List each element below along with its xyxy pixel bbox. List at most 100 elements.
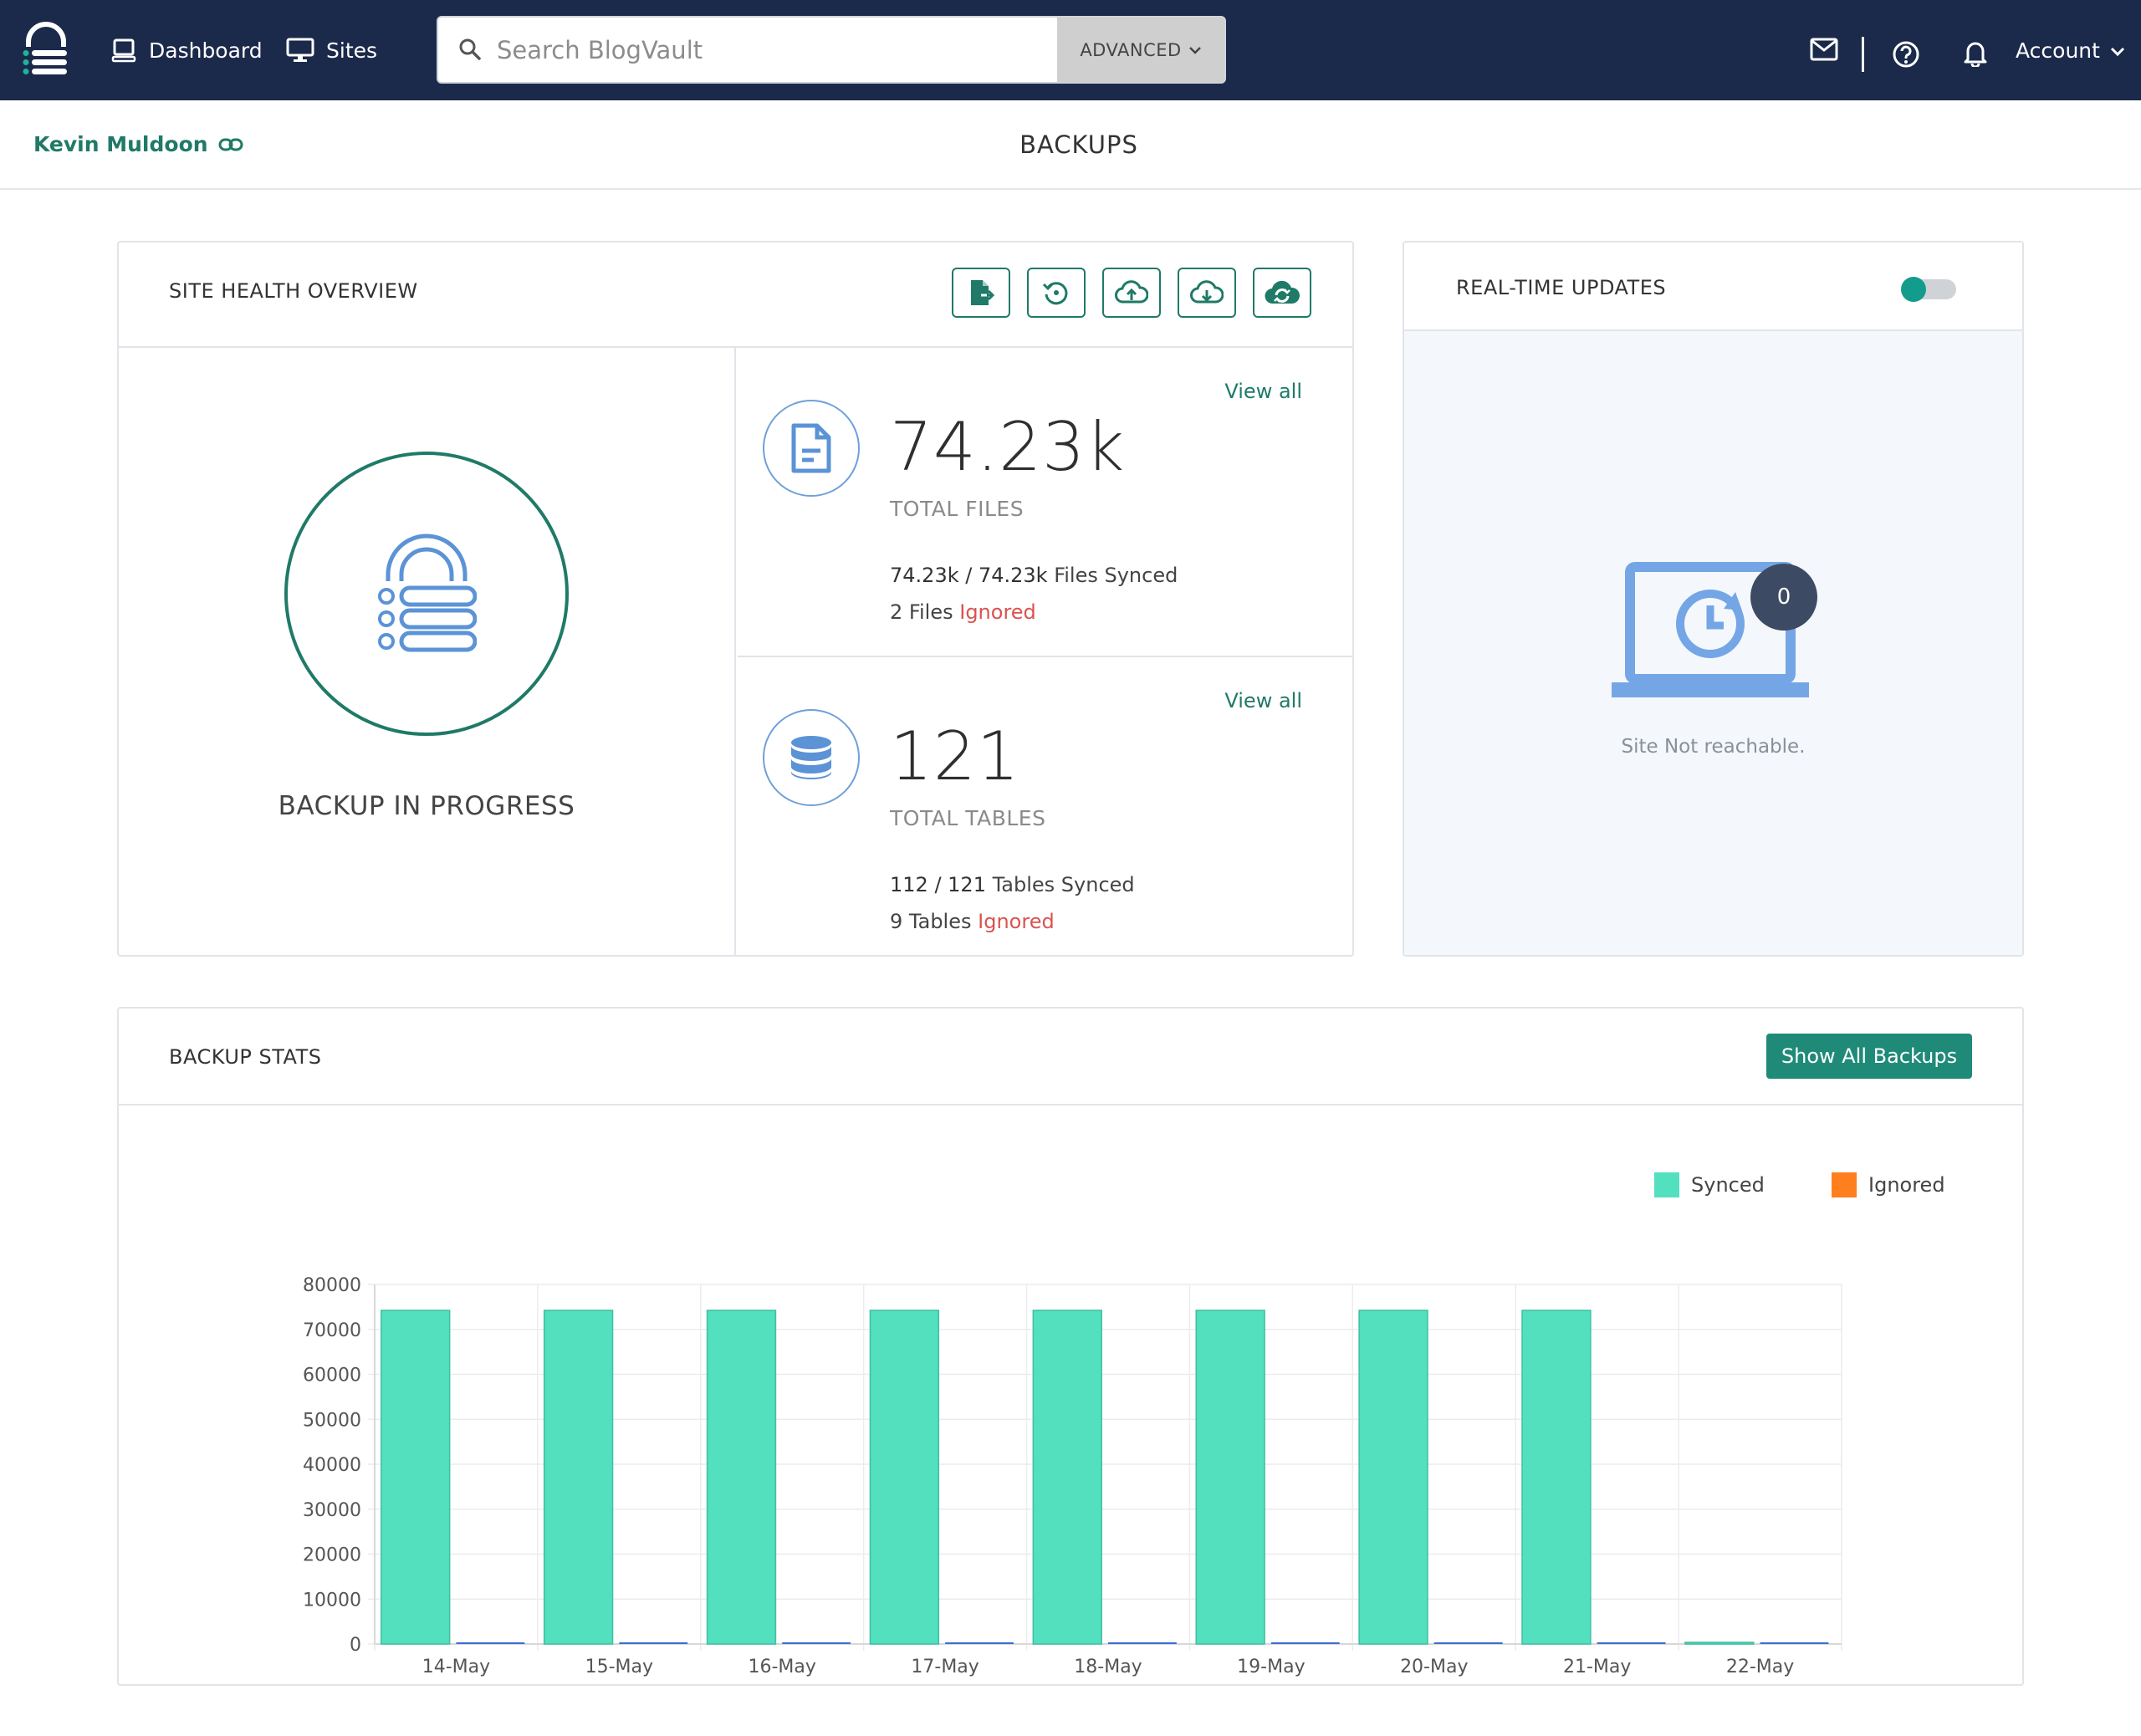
y-tick-label: 80000: [303, 1275, 361, 1296]
nav-dashboard-link[interactable]: Dashboard: [110, 32, 263, 69]
total-tables-caption: TOTAL TABLES: [890, 806, 1046, 830]
x-tick-label: 17-May: [911, 1657, 979, 1677]
bar-synced-19-May: [1195, 1310, 1265, 1645]
bar-ignored-20-May: [1433, 1642, 1503, 1644]
restore-button[interactable]: [1027, 268, 1086, 318]
backup-status-panel: BACKUP IN PROGRESS: [119, 348, 736, 955]
bar-synced-14-May: [381, 1310, 451, 1645]
x-tick-label: 22-May: [1726, 1657, 1794, 1677]
bar-synced-20-May: [1358, 1310, 1428, 1645]
x-tick-label: 18-May: [1074, 1657, 1142, 1677]
y-tick-label: 30000: [303, 1500, 361, 1521]
nav-dashboard-label: Dashboard: [149, 38, 263, 63]
y-tick-label: 50000: [303, 1410, 361, 1431]
file-icon-circle: [763, 400, 860, 497]
bell-icon[interactable]: [1963, 38, 1988, 67]
database-icon: [791, 736, 831, 779]
mail-icon[interactable]: [1810, 37, 1838, 62]
file-icon: [791, 423, 831, 473]
realtime-updates-body: 0 Site Not reachable.: [1404, 331, 2022, 955]
tables-ignored-count: 9: [890, 910, 903, 933]
backup-stats-card: BACKUP STATS Show All Backups Synced Ign…: [117, 1007, 2024, 1686]
backup-stats-header: BACKUP STATS Show All Backups: [119, 1008, 2022, 1105]
search-input[interactable]: [488, 18, 1074, 82]
realtime-updates-header: REAL-TIME UPDATES: [1404, 243, 2022, 331]
advanced-search-button[interactable]: ADVANCED: [1057, 18, 1224, 82]
bar-ignored-17-May: [945, 1642, 1014, 1644]
site-status-text: Site Not reachable.: [1621, 736, 1806, 758]
export-file-button[interactable]: [952, 268, 1010, 318]
bar-ignored-14-May: [456, 1642, 525, 1644]
bar-synced-16-May: [706, 1310, 777, 1645]
bar-ignored-16-May: [782, 1642, 851, 1644]
realtime-updates-title: REAL-TIME UPDATES: [1456, 276, 1667, 299]
advanced-label: ADVANCED: [1080, 39, 1182, 60]
database-icon-circle: [763, 709, 860, 806]
x-tick-label: 21-May: [1563, 1657, 1631, 1677]
top-navbar: Dashboard Sites ADVANCED: [0, 0, 2141, 100]
tables-synced-count: 112 / 121: [890, 873, 986, 896]
files-ignored-line: 2 Files Ignored: [890, 600, 1036, 624]
tables-ignored-link[interactable]: Ignored: [978, 910, 1055, 933]
x-tick-label: 15-May: [585, 1657, 653, 1677]
cloud-upload-icon: [1115, 280, 1148, 304]
link-icon: [218, 138, 243, 151]
account-label: Account: [2016, 38, 2100, 63]
nav-sites-label: Sites: [326, 38, 378, 63]
site-name-link[interactable]: Kevin Muldoon: [33, 132, 243, 156]
nav-sites-link[interactable]: Sites: [286, 32, 377, 69]
upload-backup-button[interactable]: [1102, 268, 1161, 318]
files-ignored-count: 2: [890, 600, 903, 624]
site-health-header: SITE HEALTH OVERVIEW: [119, 243, 1352, 348]
legend-synced[interactable]: Synced: [1654, 1172, 1765, 1197]
nav-divider: [1862, 37, 1864, 72]
show-all-backups-button[interactable]: Show All Backups: [1766, 1034, 1972, 1079]
tables-synced-line: 112 / 121 Tables Synced: [890, 873, 1135, 896]
y-tick-label: 20000: [303, 1545, 361, 1566]
files-view-all-link[interactable]: View all: [1224, 380, 1302, 403]
site-health-card: SITE HEALTH OVERVIEW: [117, 241, 1354, 957]
tables-ignored-line: 9 Tables Ignored: [890, 910, 1055, 933]
y-tick-label: 10000: [303, 1590, 361, 1611]
cloud-download-icon: [1190, 280, 1224, 304]
total-files-value: 74.23k: [890, 408, 1126, 486]
total-tables-panel: View all 121 TOTAL TABLES 112 / 121 Tabl…: [738, 657, 1352, 955]
total-files-caption: TOTAL FILES: [890, 497, 1025, 521]
search-bar: ADVANCED: [437, 16, 1226, 84]
backup-progress-ring: [284, 452, 569, 736]
download-backup-button[interactable]: [1178, 268, 1236, 318]
file-export-icon: [971, 280, 995, 305]
x-tick-label: 19-May: [1237, 1657, 1305, 1677]
realtime-toggle[interactable]: [1901, 277, 1956, 302]
total-files-panel: View all 74.23k TOTAL FILES 74.23k / 74.…: [738, 348, 1352, 657]
laptop-icon: [111, 38, 136, 63]
bar-ignored-21-May: [1597, 1642, 1666, 1644]
restore-icon: [1042, 282, 1068, 305]
bar-synced-18-May: [1032, 1310, 1102, 1645]
account-menu[interactable]: Account: [2016, 38, 2125, 63]
help-icon[interactable]: [1892, 40, 1920, 69]
bar-ignored-15-May: [619, 1642, 688, 1644]
bar-ignored-19-May: [1270, 1642, 1340, 1644]
sync-backup-button[interactable]: [1253, 268, 1311, 318]
x-tick-label: 14-May: [422, 1657, 490, 1677]
x-tick-label: 16-May: [749, 1657, 816, 1677]
monitor-icon: [286, 38, 314, 62]
files-ignored-link[interactable]: Ignored: [959, 600, 1036, 624]
tables-view-all-link[interactable]: View all: [1224, 689, 1302, 712]
files-ignored-unit: Files: [908, 600, 953, 624]
bar-synced-15-May: [543, 1310, 614, 1645]
bar-synced-17-May: [869, 1310, 940, 1645]
y-tick-label: 60000: [303, 1366, 361, 1386]
legend-ignored-swatch: [1832, 1172, 1857, 1197]
site-health-title: SITE HEALTH OVERVIEW: [169, 279, 418, 303]
files-synced-count: 74.23k / 74.23k: [890, 564, 1048, 587]
tables-ignored-unit: Tables: [908, 910, 972, 933]
backup-stats-chart: 0 10000 20000 30000 40000 50000 60000 70000 8000…: [303, 1275, 1842, 1677]
x-tick-label: 20-May: [1400, 1657, 1468, 1677]
page-title: BACKUPS: [1019, 130, 1138, 159]
bar-synced-22-May: [1684, 1642, 1755, 1645]
legend-ignored[interactable]: Ignored: [1832, 1172, 1945, 1197]
files-synced-line: 74.23k / 74.23k Files Synced: [890, 564, 1178, 587]
blogvault-logo-icon[interactable]: [22, 22, 70, 79]
